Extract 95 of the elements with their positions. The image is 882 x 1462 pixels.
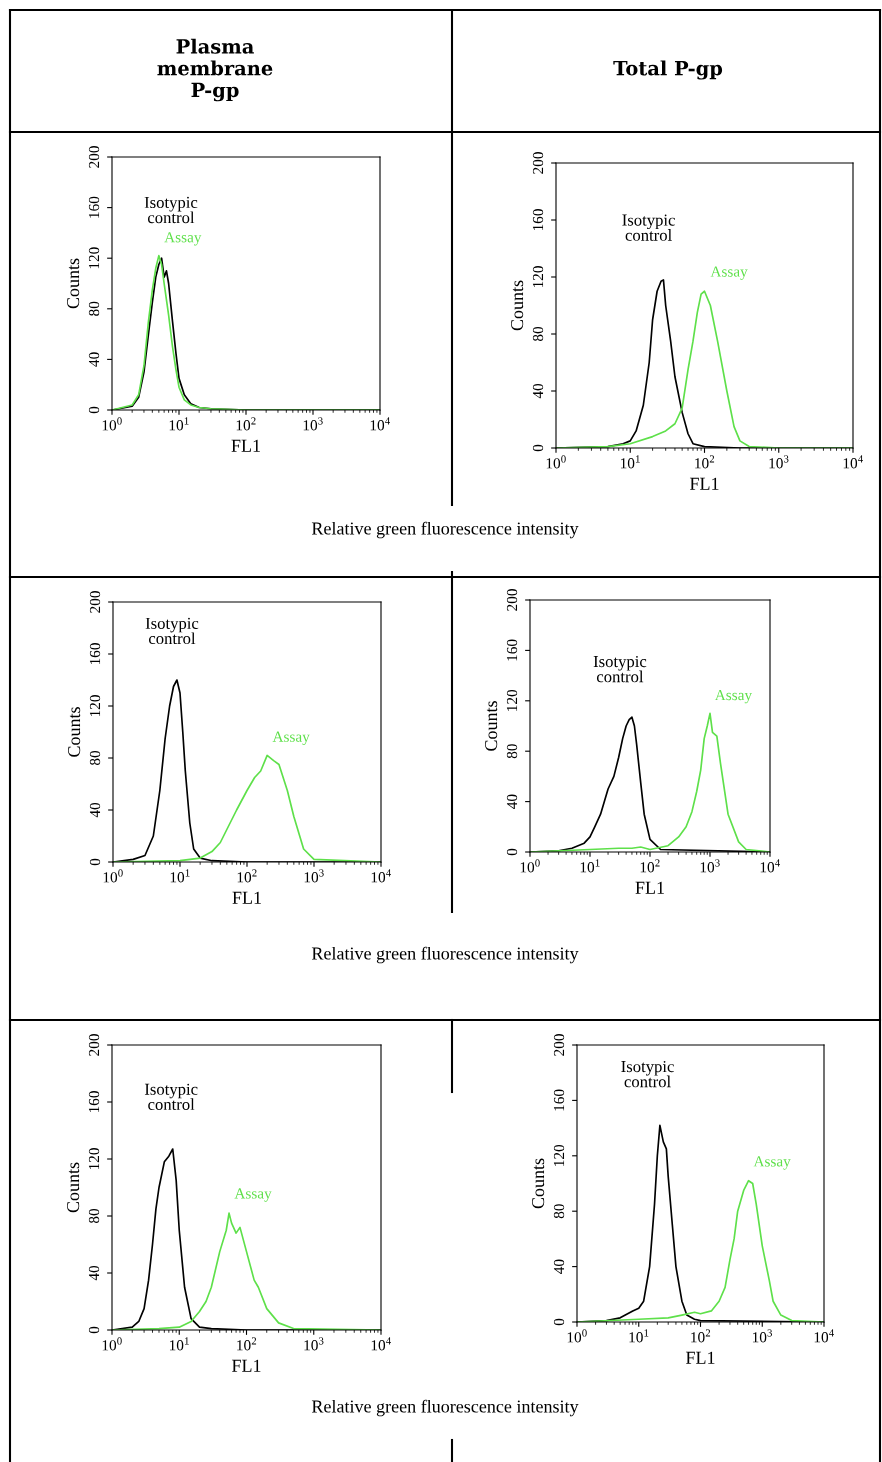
text: Relative green fluorescence intensity xyxy=(311,521,579,539)
y-tick-label: 200 xyxy=(89,591,101,613)
x-axis-title: FL1 xyxy=(635,881,664,894)
y-tick-label: 80 xyxy=(88,301,100,316)
text: Isotypic control xyxy=(144,196,198,224)
y-tick-label: 0 xyxy=(88,1326,100,1334)
x-tick-label: 10$^{4}$ xyxy=(371,1337,391,1351)
y-tick-label: 80 xyxy=(532,326,544,342)
x-tick-label: 10$^{4}$ xyxy=(371,869,391,883)
text: Relative green fluorescence intensity xyxy=(311,946,579,964)
y-tick-label: 200 xyxy=(88,146,100,168)
series-label: Assay xyxy=(753,1156,791,1170)
x-tick-label: 10$^{3}$ xyxy=(304,1337,324,1351)
x-tick-label: 10$^{0}$ xyxy=(102,1337,122,1351)
x-tick-label: 10$^{3}$ xyxy=(304,869,324,883)
x-tick-label: 10$^{2}$ xyxy=(237,1337,257,1351)
x-tick-label: 10$^{2}$ xyxy=(237,869,257,883)
text: Isotypic control xyxy=(145,617,199,645)
y-tick-label: 200 xyxy=(532,152,544,174)
x-axis-title: FL1 xyxy=(231,1359,261,1372)
x-tick-label: 10$^{0}$ xyxy=(546,455,566,469)
y-axis-title: Counts xyxy=(532,1158,545,1209)
y-tick-label: 40 xyxy=(532,383,544,399)
text: Isotypic control xyxy=(621,1060,674,1088)
y-tick-label: 200 xyxy=(88,1034,100,1056)
x-axis-title: FL1 xyxy=(231,439,260,452)
x-tick-label: 10$^{2}$ xyxy=(695,455,715,469)
y-tick-label: 0 xyxy=(553,1318,565,1326)
y-tick-label: 40 xyxy=(88,1265,100,1281)
y-tick-label: 40 xyxy=(553,1259,565,1274)
y-tick-label: 80 xyxy=(506,744,518,759)
x-tick-label: 10$^{1}$ xyxy=(580,859,600,873)
y-tick-label: 120 xyxy=(88,247,100,269)
x-tick-label: 10$^{3}$ xyxy=(752,1329,772,1343)
x-tick-label: 10$^{4}$ xyxy=(760,859,780,873)
y-tick-label: 80 xyxy=(88,1208,100,1224)
y-tick-label: 40 xyxy=(506,794,518,809)
x-tick-label: 10$^{0}$ xyxy=(102,417,122,431)
x-tick-label: 10$^{3}$ xyxy=(303,417,323,431)
y-tick-label: 0 xyxy=(506,848,518,856)
x-axis-title: FL1 xyxy=(685,1351,715,1364)
y-tick-label: 40 xyxy=(88,352,100,367)
y-axis-title: Counts xyxy=(511,280,524,331)
y-axis-title: Counts xyxy=(68,707,81,757)
y-tick-label: 160 xyxy=(89,643,101,665)
y-axis-title: Counts xyxy=(67,1162,80,1213)
x-tick-label: 10$^{1}$ xyxy=(170,869,190,883)
text: Isotypic control xyxy=(593,655,647,683)
y-tick-label: 160 xyxy=(506,639,518,661)
y-tick-label: 120 xyxy=(89,695,101,717)
x-tick-label: 10$^{3}$ xyxy=(700,859,720,873)
x-tick-label: 10$^{0}$ xyxy=(567,1329,587,1343)
series-label: Assay xyxy=(710,266,748,280)
x-axis-title: FL1 xyxy=(232,891,261,904)
y-tick-label: 0 xyxy=(88,406,100,414)
x-tick-label: 10$^{2}$ xyxy=(236,417,256,431)
chart-title: Plasma membrane P-gp xyxy=(157,38,273,102)
chart-title: Total P-gp xyxy=(613,60,723,80)
y-tick-label: 120 xyxy=(506,689,518,711)
y-tick-label: 160 xyxy=(88,196,100,218)
series-label: Assay xyxy=(714,689,753,704)
x-tick-label: 10$^{3}$ xyxy=(769,455,789,469)
y-axis-title: Counts xyxy=(67,258,80,309)
x-tick-label: 10$^{0}$ xyxy=(520,859,540,873)
y-tick-label: 0 xyxy=(532,444,544,452)
text: Relative green fluorescence intensity xyxy=(311,1399,579,1417)
x-axis-title: FL1 xyxy=(689,477,719,490)
x-tick-label: 10$^{4}$ xyxy=(843,455,863,469)
series-label: Assay xyxy=(272,731,310,745)
x-tick-label: 10$^{0}$ xyxy=(103,869,123,883)
y-tick-label: 80 xyxy=(89,750,101,766)
x-tick-label: 10$^{4}$ xyxy=(814,1329,834,1343)
y-tick-label: 160 xyxy=(553,1089,565,1111)
x-tick-label: 10$^{2}$ xyxy=(691,1329,711,1343)
text: Isotypic control xyxy=(144,1083,198,1111)
x-tick-label: 10$^{1}$ xyxy=(629,1329,649,1343)
series-label: Assay xyxy=(164,232,202,246)
y-tick-label: 120 xyxy=(553,1144,565,1166)
text: Isotypic control xyxy=(622,214,675,241)
x-tick-label: 10$^{1}$ xyxy=(169,417,189,431)
x-tick-label: 10$^{2}$ xyxy=(640,859,660,873)
series-label: Assay xyxy=(234,1188,272,1202)
y-tick-label: 0 xyxy=(89,858,101,866)
y-tick-label: 160 xyxy=(88,1091,100,1113)
y-tick-label: 80 xyxy=(553,1204,565,1219)
y-tick-label: 160 xyxy=(532,209,544,231)
y-tick-label: 120 xyxy=(88,1148,100,1170)
x-tick-label: 10$^{4}$ xyxy=(370,417,390,431)
y-tick-label: 40 xyxy=(89,802,101,818)
y-tick-label: 200 xyxy=(506,589,518,611)
y-tick-label: 120 xyxy=(532,266,544,288)
x-tick-label: 10$^{1}$ xyxy=(620,455,640,469)
x-tick-label: 10$^{1}$ xyxy=(169,1337,189,1351)
y-axis-title: Counts xyxy=(485,701,498,751)
y-tick-label: 200 xyxy=(553,1034,565,1056)
